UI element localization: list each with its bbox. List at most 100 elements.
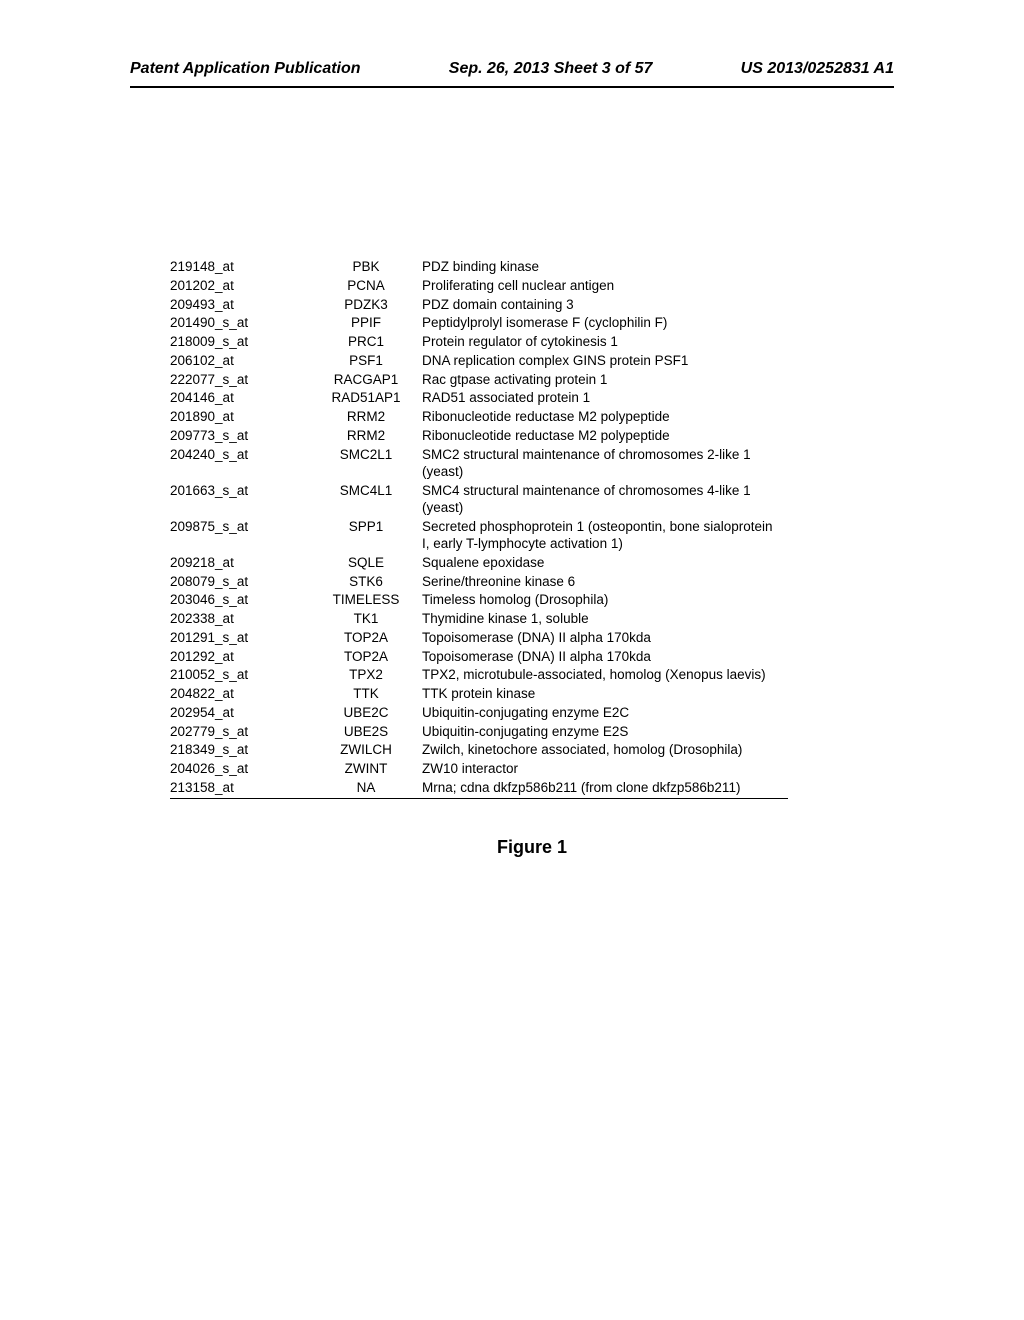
- cell-gene-symbol: UBE2S: [316, 723, 422, 742]
- patent-page: Patent Application Publication Sep. 26, …: [0, 0, 1024, 1320]
- table-row: 201202_atPCNAProliferating cell nuclear …: [170, 277, 788, 296]
- cell-description: SMC2 structural maintenance of chromosom…: [422, 446, 788, 482]
- cell-gene-symbol: TPX2: [316, 666, 422, 685]
- cell-gene-symbol: PPIF: [316, 314, 422, 333]
- cell-gene-symbol: SMC2L1: [316, 446, 422, 482]
- cell-probe-id: 204822_at: [170, 685, 316, 704]
- cell-gene-symbol: NA: [316, 779, 422, 798]
- cell-gene-symbol: TK1: [316, 610, 422, 629]
- cell-description: Zwilch, kinetochore associated, homolog …: [422, 741, 788, 760]
- cell-description: TTK protein kinase: [422, 685, 788, 704]
- cell-probe-id: 203046_s_at: [170, 591, 316, 610]
- cell-gene-symbol: RACGAP1: [316, 371, 422, 390]
- table-row: 201490_s_atPPIFPeptidylprolyl isomerase …: [170, 314, 788, 333]
- cell-probe-id: 204146_at: [170, 389, 316, 408]
- cell-description: SMC4 structural maintenance of chromosom…: [422, 482, 788, 518]
- table-row: 222077_s_atRACGAP1Rac gtpase activating …: [170, 371, 788, 390]
- table-row: 203046_s_atTIMELESSTimeless homolog (Dro…: [170, 591, 788, 610]
- table-row: 201292_atTOP2ATopoisomerase (DNA) II alp…: [170, 648, 788, 667]
- cell-probe-id: 201490_s_at: [170, 314, 316, 333]
- cell-probe-id: 209493_at: [170, 296, 316, 315]
- cell-gene-symbol: SPP1: [316, 518, 422, 554]
- table-row: 201291_s_atTOP2ATopoisomerase (DNA) II a…: [170, 629, 788, 648]
- cell-gene-symbol: TIMELESS: [316, 591, 422, 610]
- table-row: 204026_s_atZWINTZW10 interactor: [170, 760, 788, 779]
- cell-description: Topoisomerase (DNA) II alpha 170kda: [422, 629, 788, 648]
- cell-gene-symbol: SQLE: [316, 554, 422, 573]
- cell-probe-id: 218349_s_at: [170, 741, 316, 760]
- cell-gene-symbol: RRM2: [316, 408, 422, 427]
- cell-probe-id: 204240_s_at: [170, 446, 316, 482]
- cell-description: Proliferating cell nuclear antigen: [422, 277, 788, 296]
- cell-description: Thymidine kinase 1, soluble: [422, 610, 788, 629]
- table-row: 204822_atTTKTTK protein kinase: [170, 685, 788, 704]
- table-row: 202954_atUBE2CUbiquitin-conjugating enzy…: [170, 704, 788, 723]
- cell-gene-symbol: ZWINT: [316, 760, 422, 779]
- cell-description: Timeless homolog (Drosophila): [422, 591, 788, 610]
- cell-gene-symbol: PBK: [316, 258, 422, 277]
- cell-probe-id: 201291_s_at: [170, 629, 316, 648]
- cell-probe-id: 218009_s_at: [170, 333, 316, 352]
- cell-description: RAD51 associated protein 1: [422, 389, 788, 408]
- table-row: 219148_atPBKPDZ binding kinase: [170, 258, 788, 277]
- table-row: 209773_s_atRRM2Ribonucleotide reductase …: [170, 427, 788, 446]
- gene-table: 219148_atPBKPDZ binding kinase201202_atP…: [170, 258, 788, 799]
- cell-description: Squalene epoxidase: [422, 554, 788, 573]
- cell-probe-id: 202954_at: [170, 704, 316, 723]
- cell-gene-symbol: PRC1: [316, 333, 422, 352]
- cell-probe-id: 209218_at: [170, 554, 316, 573]
- cell-description: Topoisomerase (DNA) II alpha 170kda: [422, 648, 788, 667]
- cell-description: Peptidylprolyl isomerase F (cyclophilin …: [422, 314, 788, 333]
- table-row: 218349_s_atZWILCHZwilch, kinetochore ass…: [170, 741, 788, 760]
- table-row: 209493_atPDZK3PDZ domain containing 3: [170, 296, 788, 315]
- cell-description: PDZ domain containing 3: [422, 296, 788, 315]
- cell-description: PDZ binding kinase: [422, 258, 788, 277]
- cell-gene-symbol: PSF1: [316, 352, 422, 371]
- content-area: 219148_atPBKPDZ binding kinase201202_atP…: [0, 88, 1024, 858]
- header-right: US 2013/0252831 A1: [741, 60, 894, 78]
- table-row: 202338_atTK1Thymidine kinase 1, soluble: [170, 610, 788, 629]
- cell-probe-id: 202779_s_at: [170, 723, 316, 742]
- header-center: Sep. 26, 2013 Sheet 3 of 57: [449, 60, 653, 78]
- cell-probe-id: 201292_at: [170, 648, 316, 667]
- cell-gene-symbol: PDZK3: [316, 296, 422, 315]
- cell-probe-id: 204026_s_at: [170, 760, 316, 779]
- table-row: 209875_s_atSPP1Secreted phosphoprotein 1…: [170, 518, 788, 554]
- cell-gene-symbol: UBE2C: [316, 704, 422, 723]
- table-row: 204240_s_atSMC2L1SMC2 structural mainten…: [170, 446, 788, 482]
- cell-description: Ubiquitin-conjugating enzyme E2S: [422, 723, 788, 742]
- cell-gene-symbol: TOP2A: [316, 648, 422, 667]
- cell-description: Ribonucleotide reductase M2 polypeptide: [422, 408, 788, 427]
- cell-gene-symbol: SMC4L1: [316, 482, 422, 518]
- cell-probe-id: 201663_s_at: [170, 482, 316, 518]
- table-row: 210052_s_atTPX2TPX2, microtubule-associa…: [170, 666, 788, 685]
- cell-probe-id: 201202_at: [170, 277, 316, 296]
- cell-description: DNA replication complex GINS protein PSF…: [422, 352, 788, 371]
- table-row: 201663_s_atSMC4L1SMC4 structural mainten…: [170, 482, 788, 518]
- cell-probe-id: 208079_s_at: [170, 573, 316, 592]
- cell-probe-id: 210052_s_at: [170, 666, 316, 685]
- table-row: 213158_atNAMrna; cdna dkfzp586b211 (from…: [170, 779, 788, 798]
- cell-gene-symbol: RRM2: [316, 427, 422, 446]
- cell-probe-id: 222077_s_at: [170, 371, 316, 390]
- cell-probe-id: 209875_s_at: [170, 518, 316, 554]
- cell-description: Ribonucleotide reductase M2 polypeptide: [422, 427, 788, 446]
- cell-gene-symbol: TTK: [316, 685, 422, 704]
- cell-description: TPX2, microtubule-associated, homolog (X…: [422, 666, 788, 685]
- table-row: 218009_s_atPRC1Protein regulator of cyto…: [170, 333, 788, 352]
- cell-gene-symbol: TOP2A: [316, 629, 422, 648]
- cell-gene-symbol: ZWILCH: [316, 741, 422, 760]
- cell-description: Protein regulator of cytokinesis 1: [422, 333, 788, 352]
- cell-description: Ubiquitin-conjugating enzyme E2C: [422, 704, 788, 723]
- header-left: Patent Application Publication: [130, 60, 361, 78]
- cell-probe-id: 209773_s_at: [170, 427, 316, 446]
- table-row: 209218_atSQLESqualene epoxidase: [170, 554, 788, 573]
- cell-description: ZW10 interactor: [422, 760, 788, 779]
- cell-description: Mrna; cdna dkfzp586b211 (from clone dkfz…: [422, 779, 788, 798]
- cell-description: Secreted phosphoprotein 1 (osteopontin, …: [422, 518, 788, 554]
- table-row: 206102_atPSF1DNA replication complex GIN…: [170, 352, 788, 371]
- table-row: 204146_atRAD51AP1RAD51 associated protei…: [170, 389, 788, 408]
- cell-probe-id: 202338_at: [170, 610, 316, 629]
- table-row: 201890_atRRM2Ribonucleotide reductase M2…: [170, 408, 788, 427]
- gene-table-body: 219148_atPBKPDZ binding kinase201202_atP…: [170, 258, 788, 798]
